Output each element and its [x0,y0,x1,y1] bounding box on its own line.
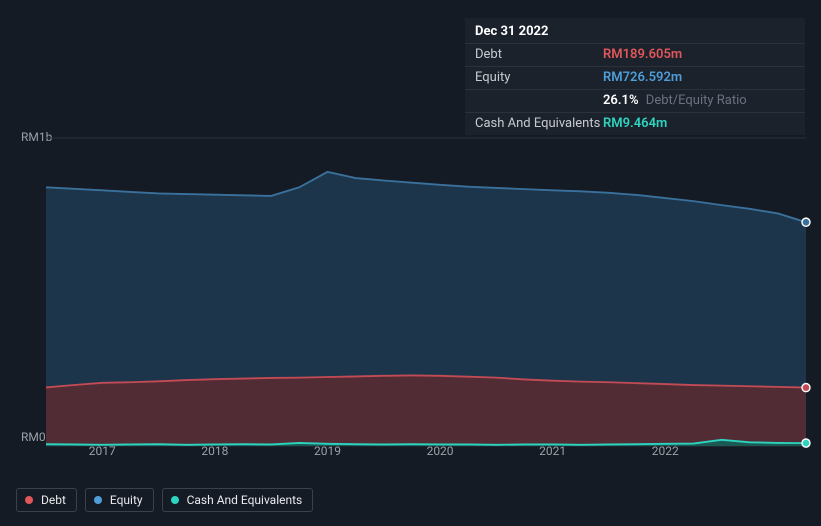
x-axis-label: 2022 [652,444,679,458]
tooltip-value: RM726.592m [603,69,795,87]
area-Debt [46,375,806,446]
legend-label: Debt [41,493,66,507]
chart-tooltip: Dec 31 2022 DebtRM189.605mEquityRM726.59… [465,18,805,135]
y-axis-label: RM0 [21,430,46,444]
legend-label: Equity [110,493,143,507]
tooltip-value: 26.1% Debt/Equity Ratio [603,92,795,110]
marker-Debt [802,383,810,391]
tooltip-value: RM189.605m [603,46,795,64]
legend-dot-icon [94,496,102,504]
tooltip-row: EquityRM726.592m [465,67,805,90]
legend-item-equity[interactable]: Equity [85,488,154,512]
x-axis-label: 2020 [427,444,454,458]
legend-item-debt[interactable]: Debt [16,488,77,512]
tooltip-rows: DebtRM189.605mEquityRM726.592m26.1% Debt… [465,44,805,135]
x-axis-label: 2017 [89,444,116,458]
tooltip-row: 26.1% Debt/Equity Ratio [465,90,805,113]
tooltip-label: Cash And Equivalents [475,115,603,133]
legend: Debt Equity Cash And Equivalents [16,488,313,512]
tooltip-sublabel: Debt/Equity Ratio [643,93,747,108]
legend-dot-icon [171,496,179,504]
legend-item-cash-and-equivalents[interactable]: Cash And Equivalents [162,488,314,512]
x-axis-label: 2021 [539,444,566,458]
tooltip-label [475,92,603,110]
legend-label: Cash And Equivalents [187,493,303,507]
tooltip-date: Dec 31 2022 [465,18,805,44]
page-root: { "tooltip": { "date": "Dec 31 2022", "r… [0,0,821,526]
marker-Cash And Equivalents [802,439,810,447]
chart: RM1bRM0 201720182019202020212022 [16,120,806,470]
tooltip-label: Equity [475,69,603,87]
x-axis-label: 2018 [201,444,228,458]
x-axis-label: 2019 [314,444,341,458]
tooltip-label: Debt [475,46,603,64]
tooltip-value: RM9.464m [603,115,795,133]
tooltip-row: DebtRM189.605m [465,44,805,67]
chart-plot[interactable] [46,138,806,446]
legend-dot-icon [25,496,33,504]
marker-Equity [802,218,810,226]
tooltip-row: Cash And EquivalentsRM9.464m [465,113,805,135]
